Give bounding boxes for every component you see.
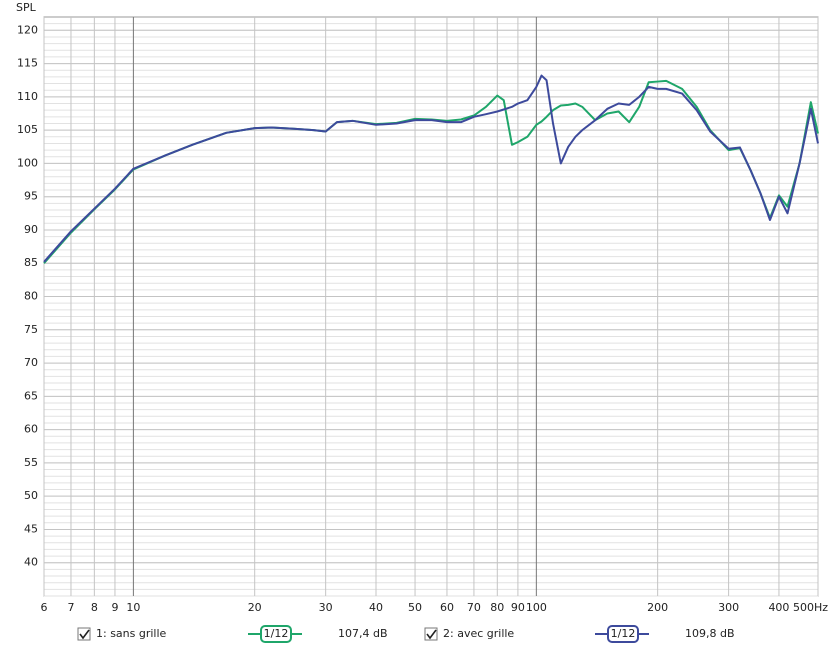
y-tick-label: 80: [24, 290, 38, 303]
x-tick-label: 200: [647, 601, 668, 614]
y-tick-label: 85: [24, 256, 38, 269]
x-unit: Hz: [814, 601, 828, 614]
legend-level: 109,8 dB: [685, 627, 735, 640]
y-tick-label: 105: [17, 123, 38, 136]
x-tick-label: 9: [111, 601, 118, 614]
x-tick-label: 30: [319, 601, 333, 614]
y-tick-label: 40: [24, 556, 38, 569]
x-tick-label: 500: [793, 601, 814, 614]
checkbox: [424, 627, 438, 641]
y-tick-label: 60: [24, 423, 38, 436]
checkbox-tick: [79, 629, 90, 640]
x-tick-label: 7: [67, 601, 74, 614]
y-tick-label: 120: [17, 23, 38, 36]
y-tick-label: 100: [17, 156, 38, 169]
x-tick-label: 20: [248, 601, 262, 614]
y-tick-label: 70: [24, 356, 38, 369]
series-line: [43, 74, 819, 263]
checkbox: [77, 627, 91, 641]
legend-name: 2: avec grille: [443, 627, 514, 640]
legend-box: [260, 625, 292, 643]
checkbox-tick: [426, 629, 437, 640]
x-tick-label: 300: [718, 601, 739, 614]
x-tick-label: 70: [467, 601, 481, 614]
x-tick-label: 400: [768, 601, 789, 614]
legend-name: 1: sans grille: [96, 627, 167, 640]
y-tick-label: 65: [24, 389, 38, 402]
y-tick-label: 115: [17, 57, 38, 70]
x-tick-label: 100: [526, 601, 547, 614]
x-tick-label: 40: [369, 601, 383, 614]
legend-level: 107,4 dB: [338, 627, 388, 640]
plot-area: [43, 16, 819, 597]
x-tick-label: 90: [511, 601, 525, 614]
y-tick-label: 50: [24, 489, 38, 502]
y-tick-label: 55: [24, 456, 38, 469]
y-tick-label: 45: [24, 522, 38, 535]
x-tick-label: 6: [41, 601, 48, 614]
y-axis-label: SPL: [16, 1, 37, 14]
y-tick-label: 90: [24, 223, 38, 236]
y-tick-label: 75: [24, 323, 38, 336]
x-tick-label: 80: [490, 601, 504, 614]
y-tick-label: 95: [24, 190, 38, 203]
legend-box: [607, 625, 639, 643]
x-tick-label: 8: [91, 601, 98, 614]
y-tick-label: 110: [17, 90, 38, 103]
legend-smoothing: 1/12: [611, 627, 636, 640]
x-tick-label: 60: [440, 601, 454, 614]
x-tick-label: 10: [126, 601, 140, 614]
x-tick-label: 50: [408, 601, 422, 614]
legend-smoothing: 1/12: [264, 627, 289, 640]
